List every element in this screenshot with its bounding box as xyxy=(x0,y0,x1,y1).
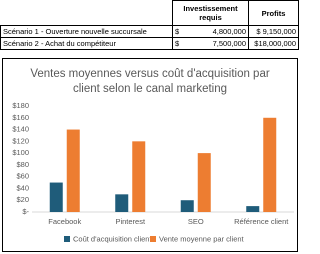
bar xyxy=(180,200,194,212)
cell: $7,500,000 xyxy=(172,37,249,50)
bar xyxy=(115,194,129,212)
bar xyxy=(197,153,211,212)
y-tick-label: $- xyxy=(22,207,29,216)
y-tick-label: $140 xyxy=(12,125,29,134)
scenario-table: Investissement requis Profits Scénario 1… xyxy=(0,0,299,50)
bar xyxy=(49,182,63,212)
bar xyxy=(132,141,146,212)
legend-label: Coût d'acquisition client xyxy=(73,234,152,243)
currency: $ xyxy=(175,27,180,36)
y-tick-label: $40 xyxy=(16,183,29,192)
bar xyxy=(263,117,277,212)
y-tick-label: $80 xyxy=(16,160,29,169)
currency: $ xyxy=(175,39,180,48)
y-tick-label: $120 xyxy=(12,136,29,145)
header-row: Investissement requis Profits xyxy=(0,0,299,26)
x-tick-label: Pinterest xyxy=(115,217,146,226)
cell: $18,000,000 xyxy=(248,37,299,50)
cell: Scénario 1 - Ouverture nouvelle succursa… xyxy=(0,25,173,38)
legend-swatch xyxy=(150,236,156,242)
cell: $ 9,150,000 xyxy=(248,25,299,38)
legend-label: Vente moyenne par client xyxy=(159,234,245,243)
y-tick-label: $20 xyxy=(16,195,29,204)
y-tick-label: $60 xyxy=(16,172,29,181)
bar xyxy=(66,129,80,212)
chart-frame xyxy=(2,58,298,252)
page: {"table": {"header": ["Investissement re… xyxy=(0,0,300,254)
y-tick-label: $160 xyxy=(12,113,29,122)
y-tick-label: $100 xyxy=(12,148,29,157)
y-tick-label: $180 xyxy=(12,101,29,110)
x-tick-label: SEO xyxy=(188,217,204,226)
cell: Scénario 2 - Achat du compétiteur xyxy=(0,37,173,50)
chart-title: Ventes moyennes versus coût d'acquisitio… xyxy=(30,68,270,95)
header-cell: Investissement requis xyxy=(172,0,249,26)
bar xyxy=(246,206,260,212)
header-cell: Profits xyxy=(248,0,299,26)
row: Scénario 2 - Achat du compétiteur $7,500… xyxy=(0,37,299,50)
cell: $4,800,000 xyxy=(172,25,249,38)
amount: 7,500,000 xyxy=(212,39,246,48)
chart: $- $20 $40 $60 $80 $100 $120 $140 $160 $180 Facebo… xyxy=(2,58,298,252)
x-tick-label: Référence client xyxy=(234,217,289,226)
x-tick-label: Facebook xyxy=(48,217,81,226)
empty-header xyxy=(0,0,173,26)
amount: 4,800,000 xyxy=(212,27,246,36)
row: Scénario 1 - Ouverture nouvelle succursa… xyxy=(0,25,299,38)
legend-swatch xyxy=(64,236,70,242)
